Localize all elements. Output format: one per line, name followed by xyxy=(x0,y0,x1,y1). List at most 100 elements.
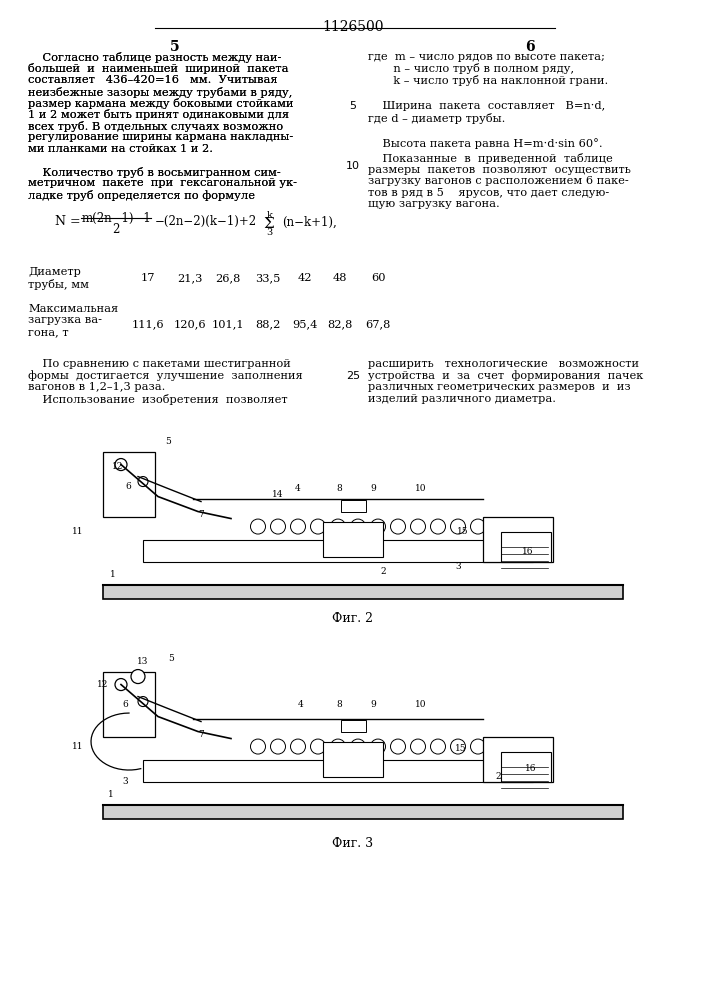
Bar xyxy=(501,532,551,562)
Text: 82,8: 82,8 xyxy=(327,319,353,329)
Circle shape xyxy=(291,519,305,534)
Circle shape xyxy=(370,519,385,534)
Text: загрузка ва-: загрузка ва- xyxy=(28,315,102,325)
Circle shape xyxy=(291,739,305,754)
Bar xyxy=(103,805,623,819)
Bar xyxy=(341,720,366,732)
Text: метричном  пакете  при  гексагональной ук-: метричном пакете при гексагональной ук- xyxy=(28,178,297,188)
Bar xyxy=(483,737,553,782)
Text: k – число труб на наклонной грани.: k – число труб на наклонной грани. xyxy=(368,75,608,86)
Text: Фиг. 3: Фиг. 3 xyxy=(332,837,373,850)
Text: 6: 6 xyxy=(125,482,131,491)
Circle shape xyxy=(138,697,148,707)
Text: Максимальная: Максимальная xyxy=(28,304,118,314)
Text: 9: 9 xyxy=(370,484,376,493)
Text: где d – диаметр трубы.: где d – диаметр трубы. xyxy=(368,113,506,124)
Text: 15: 15 xyxy=(455,744,467,753)
Text: По сравнению с пакетами шестигранной: По сравнению с пакетами шестигранной xyxy=(28,359,291,369)
Bar xyxy=(103,452,155,517)
Circle shape xyxy=(390,739,406,754)
Circle shape xyxy=(390,519,406,534)
Circle shape xyxy=(115,679,127,691)
Circle shape xyxy=(470,739,486,754)
Text: 5: 5 xyxy=(165,437,171,446)
Text: вагонов в 1,2–1,3 раза.: вагонов в 1,2–1,3 раза. xyxy=(28,382,165,392)
Text: размер кармана между боковыми стойками: размер кармана между боковыми стойками xyxy=(28,98,293,109)
Text: Количество труб в восьмигранном сим-: Количество труб в восьмигранном сим- xyxy=(28,167,281,178)
Text: ладке труб определяется по формуле: ладке труб определяется по формуле xyxy=(28,190,255,201)
Text: изделий различного диаметра.: изделий различного диаметра. xyxy=(368,394,556,404)
Text: большей  и  наименьшей  шириной  пакета: большей и наименьшей шириной пакета xyxy=(28,64,288,75)
Text: 3: 3 xyxy=(455,562,461,571)
Text: k: k xyxy=(267,211,273,220)
Circle shape xyxy=(510,739,525,754)
Text: m(2n−1)−1: m(2n−1)−1 xyxy=(82,212,152,225)
Text: 17: 17 xyxy=(141,273,156,283)
Text: 1 и 2 может быть принят одинаковыми для: 1 и 2 может быть принят одинаковыми для xyxy=(28,109,289,120)
Circle shape xyxy=(330,739,346,754)
Text: неизбежные зазоры между трубами в ряду,: неизбежные зазоры между трубами в ряду, xyxy=(28,87,293,98)
Text: 1 и 2 может быть принят одинаковыми для: 1 и 2 может быть принят одинаковыми для xyxy=(28,109,289,120)
Text: 5: 5 xyxy=(170,40,180,54)
Text: 26,8: 26,8 xyxy=(216,273,240,283)
Circle shape xyxy=(250,739,266,754)
Text: Количество труб в восьмигранном сим-: Количество труб в восьмигранном сим- xyxy=(28,167,281,178)
Text: 9: 9 xyxy=(370,700,376,709)
Bar xyxy=(143,540,533,562)
Text: 1126500: 1126500 xyxy=(322,20,384,34)
Text: Использование  изобретения  позволяет: Использование изобретения позволяет xyxy=(28,394,288,405)
Circle shape xyxy=(450,739,465,754)
Text: 10: 10 xyxy=(415,700,427,709)
Circle shape xyxy=(431,739,445,754)
Circle shape xyxy=(351,519,366,534)
Circle shape xyxy=(411,519,426,534)
Text: составляет   436–420=16   мм.  Учитывая: составляет 436–420=16 мм. Учитывая xyxy=(28,75,278,85)
Text: 2: 2 xyxy=(495,772,501,781)
Text: регулирование ширины кармана накладны-: регулирование ширины кармана накладны- xyxy=(28,132,293,142)
Text: 13: 13 xyxy=(137,657,148,666)
Text: 1: 1 xyxy=(110,570,116,579)
Text: 5: 5 xyxy=(168,654,174,663)
Text: Согласно таблице разность между наи-: Согласно таблице разность между наи- xyxy=(28,52,281,63)
Text: гона, т: гона, т xyxy=(28,327,69,337)
Text: 11: 11 xyxy=(72,527,83,536)
Bar xyxy=(103,672,155,737)
Text: 11: 11 xyxy=(72,742,83,751)
Text: Σ: Σ xyxy=(264,217,274,231)
Bar xyxy=(323,522,383,557)
Text: формы  достигается  улучшение  заполнения: формы достигается улучшение заполнения xyxy=(28,371,303,381)
Bar xyxy=(501,752,551,782)
Text: 15: 15 xyxy=(457,527,469,536)
Text: 6: 6 xyxy=(525,40,534,54)
Text: составляет   436–420=16   мм.  Учитывая: составляет 436–420=16 мм. Учитывая xyxy=(28,75,278,85)
Text: 12: 12 xyxy=(112,462,124,471)
Text: расширить   технологические   возможности: расширить технологические возможности xyxy=(368,359,639,369)
Text: размер кармана между боковыми стойками: размер кармана между боковыми стойками xyxy=(28,98,293,109)
Text: 88,2: 88,2 xyxy=(255,319,281,329)
Circle shape xyxy=(431,519,445,534)
Text: 8: 8 xyxy=(336,484,342,493)
Bar xyxy=(143,760,533,782)
Text: 16: 16 xyxy=(522,547,534,556)
Text: неизбежные зазоры между трубами в ряду,: неизбежные зазоры между трубами в ряду, xyxy=(28,87,293,98)
Circle shape xyxy=(330,519,346,534)
Text: ми планками на стойках 1 и 2.: ми планками на стойках 1 и 2. xyxy=(28,144,213,154)
Text: 2: 2 xyxy=(380,567,386,576)
Circle shape xyxy=(470,519,486,534)
Text: ладке труб определяется по формуле: ладке труб определяется по формуле xyxy=(28,190,255,201)
Text: тов в ряд в 5    ярусов, что дает следую-: тов в ряд в 5 ярусов, что дает следую- xyxy=(368,188,609,198)
Text: 95,4: 95,4 xyxy=(292,319,317,329)
Text: 4: 4 xyxy=(295,484,301,493)
Circle shape xyxy=(250,519,266,534)
Text: 1: 1 xyxy=(108,790,114,799)
Text: 111,6: 111,6 xyxy=(132,319,164,329)
Text: 48: 48 xyxy=(333,273,347,283)
Text: различных геометрических размеров  и  из: различных геометрических размеров и из xyxy=(368,382,631,392)
Text: 8: 8 xyxy=(336,700,342,709)
Circle shape xyxy=(271,519,286,534)
Text: N =: N = xyxy=(55,215,81,228)
Text: (n−k+1),: (n−k+1), xyxy=(282,215,337,228)
Text: большей  и  наименьшей  шириной  пакета: большей и наименьшей шириной пакета xyxy=(28,64,288,75)
Text: 10: 10 xyxy=(346,161,360,171)
Circle shape xyxy=(351,739,366,754)
